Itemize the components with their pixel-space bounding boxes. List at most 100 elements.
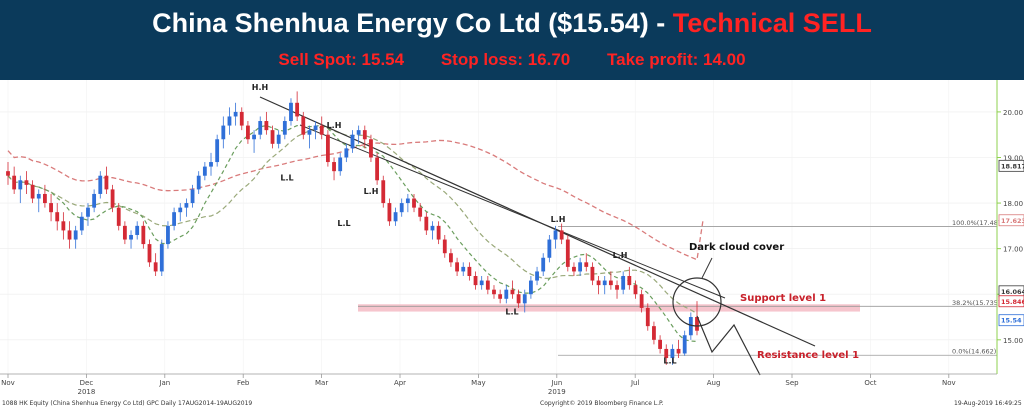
candle-body-110: [682, 335, 687, 354]
projection-path: [696, 315, 761, 376]
candle-body-70: [436, 225, 441, 240]
x-month-label-8: Jul: [630, 379, 640, 387]
candle-body-85: [528, 280, 533, 295]
x-month-label-6: May: [471, 379, 485, 387]
candle-body-0: [6, 171, 10, 176]
candle-body-27: [172, 212, 177, 226]
candle-body-16: [104, 175, 109, 190]
pivot-label-1: L.H: [327, 121, 342, 130]
candle-body-108: [670, 348, 675, 359]
candle-body-78: [485, 280, 490, 290]
price-tags: 18.817 17.623 16.064 15.846 15.54: [998, 159, 1024, 327]
x-month-label-11: Oct: [864, 379, 876, 387]
x-month-label-1: Dec: [80, 379, 94, 387]
candle-body-82: [510, 289, 515, 295]
footer-right: 19-Aug-2019 16:49:25: [954, 400, 1022, 407]
candle-body-42: [264, 121, 269, 131]
price-tag-label-1: 17.623: [1001, 217, 1024, 225]
pivot-label-4: L.L: [337, 219, 350, 228]
price-chart: 100.0%(17.487)38.2%(15.735)0.0%(14.662) …: [0, 80, 1024, 411]
candle-body-11: [73, 230, 78, 240]
candle-body-6: [43, 193, 47, 204]
candle-body-99: [615, 285, 619, 290]
candle-body-101: [627, 276, 632, 286]
candle-body-25: [159, 244, 164, 272]
candle-body-65: [405, 198, 410, 204]
price-tag-box-0: [998, 159, 1024, 172]
candle-body-15: [98, 175, 103, 194]
candle-body-30: [190, 189, 195, 204]
candle-body-73: [455, 262, 459, 272]
candle-body-23: [147, 244, 152, 263]
candle-body-19: [122, 225, 127, 240]
candle-body-88: [547, 239, 552, 258]
x-month-label-10: Sep: [785, 379, 799, 387]
candle-body-49: [307, 130, 312, 135]
candle-body-77: [479, 280, 484, 286]
candle-body-8: [55, 212, 60, 222]
candle-body-68: [424, 216, 429, 231]
candle-body-22: [141, 225, 146, 245]
candle-body-90: [559, 230, 564, 240]
page-title: China Shenhua Energy Co Ltd ($15.54) - T…: [0, 8, 1024, 39]
price-tag-box-4: [998, 314, 1024, 327]
x-month-label-9: Aug: [707, 379, 721, 387]
take-profit: Take profit: 14.00: [607, 50, 746, 69]
dark-cloud-pointer: [701, 257, 713, 279]
x-month-label-5: Apr: [394, 379, 406, 387]
candle-body-100: [621, 276, 626, 290]
candle-body-55: [344, 148, 349, 158]
candle-body-67: [418, 207, 423, 217]
candle-body-12: [79, 216, 84, 231]
candle-body-103: [639, 294, 644, 308]
dark-cloud-circle: [672, 277, 722, 327]
candle-body-34: [215, 139, 220, 163]
candle-body-104: [645, 307, 650, 327]
candle-body-26: [166, 225, 170, 245]
footer-left: 1088 HK Equity (China Shenhua Energy Co …: [2, 400, 252, 407]
fib-layer: 100.0%(17.487) 38.2%(15.735) 0.0%(14.662): [358, 219, 1005, 356]
trade-levels: Sell Spot: 15.54 Stop loss: 16.70 Take p…: [0, 50, 1024, 70]
fib-label-2: 0.0%(14.662): [952, 348, 996, 356]
x-month-label-7: Jun: [550, 379, 562, 387]
candle-body-61: [381, 180, 386, 204]
pivot-labels: H.H L.H L.L L.H L.L L.H L.H L.L L.L: [252, 83, 677, 365]
pivot-label-3: L.H: [364, 187, 379, 196]
price-tag-label-4: 15.54: [1001, 317, 1022, 325]
pivot-label-5: L.H: [551, 215, 566, 224]
title-signal: Technical SELL: [672, 8, 872, 38]
x-month-label-0: Nov: [1, 379, 15, 387]
header-banner: China Shenhua Energy Co Ltd ($15.54) - T…: [0, 0, 1024, 80]
candle-body-58: [362, 130, 367, 140]
x-month-label-2: Jan: [158, 379, 170, 387]
candle-body-7: [49, 203, 53, 213]
candle-body-41: [258, 121, 263, 135]
pivot-label-7: L.L: [505, 308, 518, 317]
candle-body-83: [516, 294, 521, 304]
candle-body-96: [596, 280, 601, 286]
y-tick-label-1: 19.00: [1003, 154, 1023, 162]
candle-body-59: [369, 139, 373, 158]
fib-label-0: 100.0%(17.487): [952, 219, 1005, 227]
candle-body-24: [153, 262, 158, 272]
chart-bg: [0, 80, 1024, 411]
candle-body-38: [239, 111, 244, 126]
stop-loss: Stop loss: 16.70: [440, 50, 571, 69]
candle-body-66: [412, 198, 416, 208]
candle-body-1: [12, 175, 17, 190]
x-month-label-3: Feb: [237, 379, 250, 387]
candle-body-5: [36, 193, 41, 199]
candle-body-48: [301, 116, 306, 135]
candle-body-20: [129, 234, 133, 240]
candle-body-64: [399, 203, 404, 213]
candle-body-72: [449, 253, 453, 263]
candle-body-13: [86, 207, 90, 217]
candle-body-86: [535, 271, 539, 281]
candle-body-17: [110, 189, 115, 208]
candle-body-102: [633, 285, 638, 295]
candle-body-36: [227, 116, 232, 126]
candle-body-93: [578, 262, 583, 272]
candle-body-79: [492, 289, 496, 295]
pivot-label-6: L.H: [613, 251, 628, 260]
